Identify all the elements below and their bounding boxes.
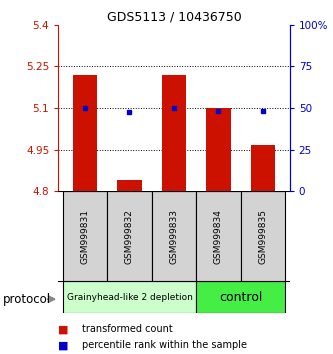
Bar	[107, 191, 152, 281]
Text: ■: ■	[58, 340, 69, 350]
Bar	[73, 75, 97, 191]
Text: GSM999834: GSM999834	[214, 209, 223, 264]
Bar	[206, 108, 231, 191]
Text: control: control	[219, 291, 262, 304]
Text: GSM999835: GSM999835	[258, 209, 267, 264]
Title: GDS5113 / 10436750: GDS5113 / 10436750	[107, 11, 241, 24]
Text: GSM999831: GSM999831	[81, 209, 90, 264]
Bar	[63, 281, 196, 313]
Text: percentile rank within the sample: percentile rank within the sample	[82, 340, 246, 350]
Text: transformed count: transformed count	[82, 324, 172, 334]
Text: ■: ■	[58, 324, 69, 334]
Bar	[251, 145, 275, 191]
Text: Grainyhead-like 2 depletion: Grainyhead-like 2 depletion	[67, 293, 192, 302]
Bar	[196, 191, 241, 281]
Bar	[241, 191, 285, 281]
Text: protocol: protocol	[3, 293, 52, 306]
Bar	[63, 191, 107, 281]
Bar	[117, 180, 142, 191]
Bar	[152, 191, 196, 281]
Bar	[162, 75, 186, 191]
Text: GSM999832: GSM999832	[125, 209, 134, 264]
Text: GSM999833: GSM999833	[169, 209, 178, 264]
Bar	[196, 281, 285, 313]
